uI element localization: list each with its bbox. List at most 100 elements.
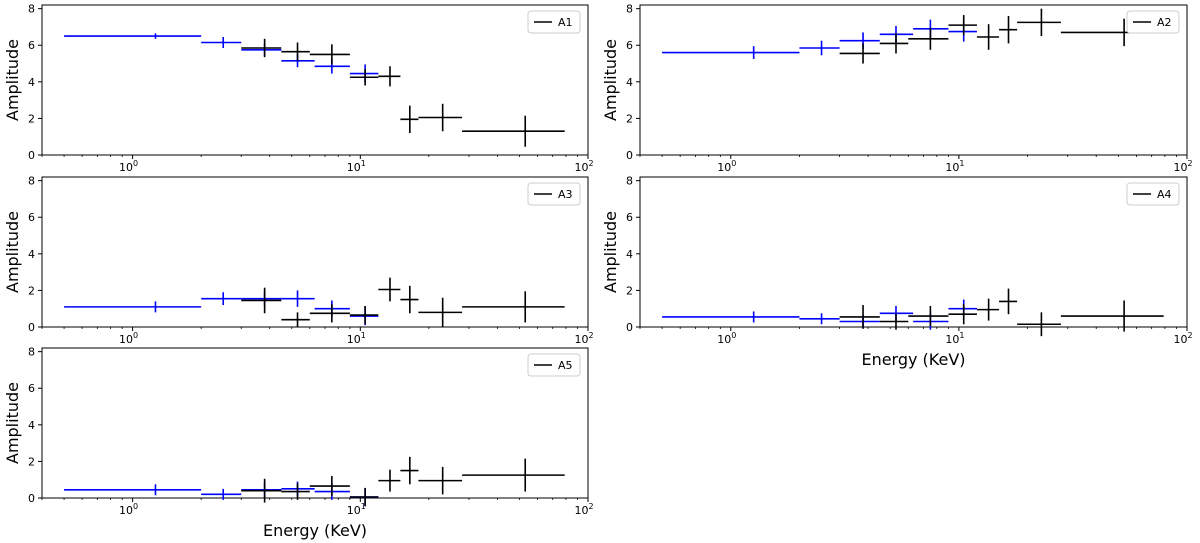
y-tick-label: 0 xyxy=(28,149,35,162)
legend-box xyxy=(1126,10,1180,34)
axes-frame xyxy=(639,176,1188,328)
data-point xyxy=(281,312,310,327)
data-point xyxy=(999,288,1018,315)
y-tick-label: 8 xyxy=(626,3,633,16)
data-point xyxy=(241,38,282,58)
axes-frame xyxy=(41,347,589,499)
data-point xyxy=(948,304,977,325)
y-tick-label: 4 xyxy=(28,248,35,261)
axes-frame xyxy=(41,176,589,328)
y-tick-label: 2 xyxy=(626,112,633,125)
data-point xyxy=(418,297,463,327)
series-black xyxy=(839,288,1164,337)
y-axis-title: Amplitude xyxy=(3,39,22,121)
data-point xyxy=(201,292,242,306)
y-tick-label: 6 xyxy=(626,211,633,224)
data-point xyxy=(418,103,463,132)
data-point xyxy=(839,43,880,64)
data-point xyxy=(201,488,242,500)
x-axis-title: Energy (KeV) xyxy=(263,521,367,540)
series-black xyxy=(241,456,565,507)
data-point xyxy=(976,298,1000,321)
data-point xyxy=(309,304,350,323)
data-point xyxy=(839,305,880,329)
x-tick-label: 100 xyxy=(717,159,736,174)
panel-a2: 0 2 4 6 8 100 101 102 Amplitude A2 xyxy=(601,3,1193,174)
data-point xyxy=(281,42,310,61)
data-point xyxy=(462,291,565,323)
data-point xyxy=(241,43,282,57)
data-point xyxy=(349,487,379,507)
y-tick-label: 2 xyxy=(28,284,35,297)
y-tick-label: 0 xyxy=(626,321,633,334)
data-point xyxy=(241,291,282,306)
x-tick-label: 102 xyxy=(1173,331,1192,346)
y-tick-label: 6 xyxy=(28,211,35,224)
x-tick-label: 100 xyxy=(119,502,138,517)
legend-label: A1 xyxy=(558,16,573,29)
y-tick-label: 4 xyxy=(626,76,633,89)
series-black xyxy=(241,277,565,327)
axes-frame xyxy=(639,4,1188,156)
data-point xyxy=(349,306,379,326)
panel-a1: 0 2 4 6 8 100 101 102 Amplitude A1 xyxy=(3,3,594,174)
y-axis-title: Amplitude xyxy=(3,382,22,464)
data-point xyxy=(1060,300,1164,332)
data-point xyxy=(662,46,800,59)
data-point xyxy=(879,313,909,330)
data-point xyxy=(241,478,282,503)
panel-a5: 0 2 4 6 8 100 101 102 Amplitude Energy (KeV) A5 xyxy=(3,346,594,540)
x-tick-label: 101 xyxy=(945,159,964,174)
data-point xyxy=(400,456,419,485)
data-point xyxy=(64,484,202,496)
y-axis-title: Amplitude xyxy=(601,39,620,121)
data-point xyxy=(999,15,1018,44)
data-point xyxy=(976,24,1000,50)
x-tick-label: 102 xyxy=(574,331,593,346)
x-tick-label: 101 xyxy=(347,331,366,346)
y-tick-label: 2 xyxy=(28,455,35,468)
x-tick-label: 102 xyxy=(574,502,593,517)
data-point xyxy=(349,69,379,86)
data-point xyxy=(839,32,880,49)
legend-box xyxy=(527,10,581,34)
data-point xyxy=(1017,312,1061,337)
data-point xyxy=(400,285,419,314)
data-point xyxy=(662,311,800,323)
x-tick-label: 100 xyxy=(119,331,138,346)
y-tick-label: 6 xyxy=(626,39,633,52)
data-point xyxy=(799,313,840,325)
y-tick-label: 4 xyxy=(626,248,633,261)
y-tick-label: 6 xyxy=(28,382,35,395)
data-point xyxy=(349,305,379,325)
x-tick-label: 101 xyxy=(347,159,366,174)
data-point xyxy=(908,305,949,327)
y-tick-label: 2 xyxy=(28,112,35,125)
data-point xyxy=(1017,8,1061,37)
legend-box xyxy=(1126,182,1180,206)
x-tick-label: 101 xyxy=(945,331,964,346)
axes-frame xyxy=(41,4,589,156)
data-point xyxy=(462,115,565,147)
data-point xyxy=(378,66,401,87)
x-tick-label: 100 xyxy=(717,331,736,346)
y-tick-label: 8 xyxy=(28,175,35,188)
data-point xyxy=(378,277,401,302)
series-black xyxy=(241,38,565,147)
data-point xyxy=(948,299,977,318)
data-point xyxy=(309,44,350,65)
data-point xyxy=(241,482,282,498)
x-tick-label: 102 xyxy=(1173,159,1192,174)
data-point xyxy=(281,483,310,500)
series-black xyxy=(839,8,1164,64)
data-point xyxy=(948,15,977,36)
y-tick-label: 0 xyxy=(28,321,35,334)
x-axis-title: Energy (KeV) xyxy=(861,350,965,369)
data-point xyxy=(418,466,463,495)
data-point xyxy=(64,33,202,39)
data-point xyxy=(400,105,419,134)
y-tick-label: 2 xyxy=(626,284,633,297)
panel-a3: 0 2 4 6 8 100 101 102 Amplitude A3 xyxy=(3,175,594,346)
data-point xyxy=(309,476,350,497)
